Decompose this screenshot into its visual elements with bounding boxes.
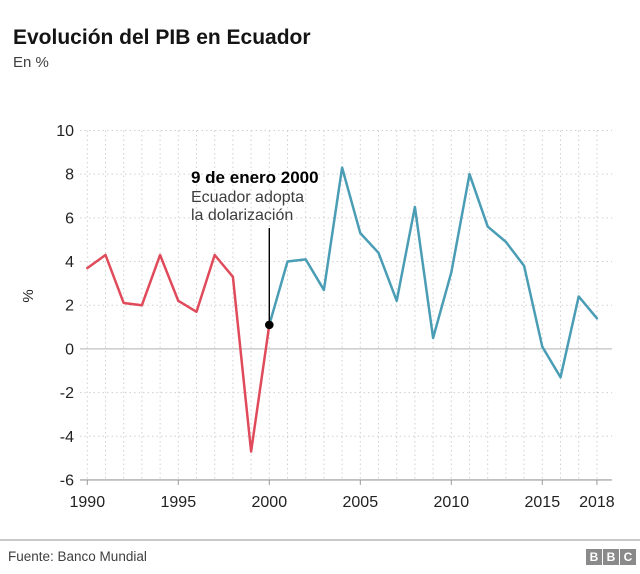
bbc-logo-block: B xyxy=(603,549,619,565)
y-tick-label: -6 xyxy=(60,472,74,489)
y-tick-label: -4 xyxy=(60,429,74,446)
annotation-title: 9 de enero 2000 xyxy=(191,168,319,187)
bbc-logo: B B C xyxy=(586,549,636,565)
source-text: Fuente: Banco Mundial xyxy=(8,549,147,564)
x-tick-label: 2018 xyxy=(579,494,615,511)
page-title: Evolución del PIB en Ecuador xyxy=(13,26,311,49)
y-tick-label: -2 xyxy=(60,385,74,402)
x-tick-label: 2015 xyxy=(525,494,561,511)
y-tick-label: 4 xyxy=(65,254,74,271)
post-dollarization-line xyxy=(268,166,599,379)
x-tick-label: 1990 xyxy=(70,494,106,511)
y-tick-label: 10 xyxy=(56,123,74,140)
y-tick-label: 8 xyxy=(65,167,74,184)
annotation-text-line: la dolarización xyxy=(191,207,293,224)
x-tick-label: 2000 xyxy=(252,494,288,511)
bbc-logo-block: C xyxy=(620,549,636,565)
x-tick-label: 1995 xyxy=(161,494,197,511)
annotation-point-marker xyxy=(265,320,274,330)
annotation-text-line: Ecuador adopta xyxy=(191,189,304,206)
gdp-line-chart: 1990 1995 2000 2005 2010 2015 2018 10 8 6 4 2 0 -2 -4 -… xyxy=(20,123,615,511)
page-subtitle: En % xyxy=(13,54,49,71)
pre-dollarization-line xyxy=(86,253,271,453)
y-axis-unit-label: % xyxy=(20,289,37,302)
bbc-logo-block: B xyxy=(586,549,602,565)
x-tick-label: 2010 xyxy=(434,494,470,511)
footer-divider xyxy=(0,539,640,541)
y-tick-label: 6 xyxy=(65,210,74,227)
y-tick-label: 2 xyxy=(65,298,74,315)
y-tick-label: 0 xyxy=(65,341,74,358)
x-tick-label: 2005 xyxy=(343,494,379,511)
